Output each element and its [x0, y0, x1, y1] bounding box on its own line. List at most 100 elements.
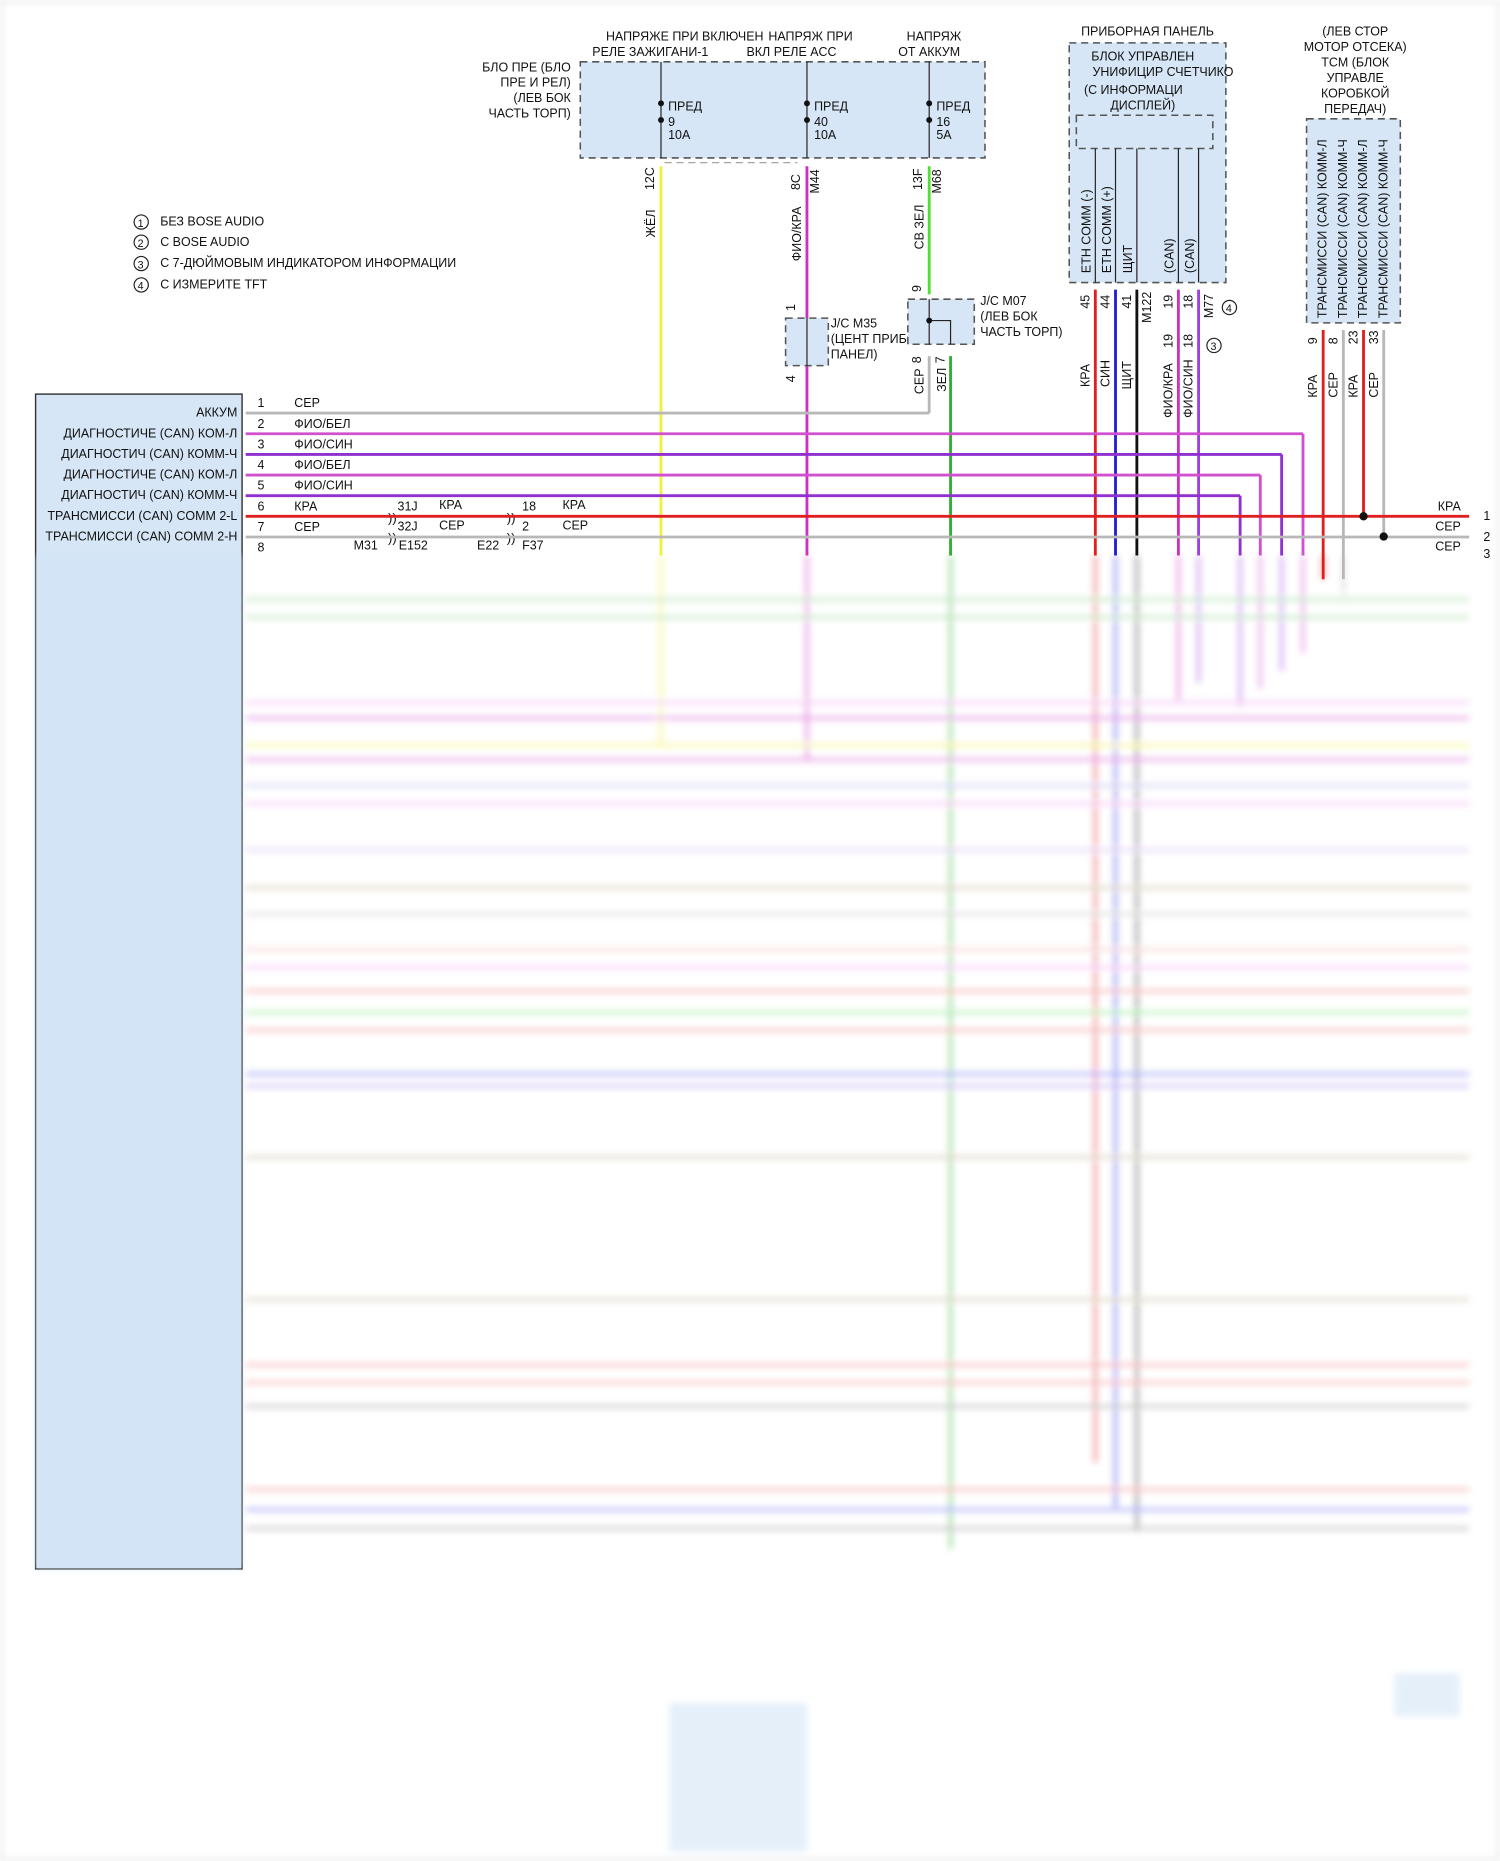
- svg-text:ФИО/КРА: ФИО/КРА: [1161, 363, 1175, 418]
- svg-text:БЛОК УПРАВЛЕН: БЛОК УПРАВЛЕН: [1091, 50, 1194, 64]
- svg-text:40: 40: [814, 115, 828, 129]
- svg-text:СВ ЗЕЛ: СВ ЗЕЛ: [912, 205, 926, 250]
- cluster-pin: ETH COMM (-) 45 КРА: [1078, 148, 1097, 556]
- svg-text:23: 23: [1347, 330, 1361, 344]
- svg-text:4: 4: [258, 458, 265, 472]
- svg-text:44: 44: [1099, 295, 1113, 309]
- svg-text:8C: 8C: [789, 174, 803, 190]
- svg-text:КРА: КРА: [1347, 374, 1361, 398]
- svg-text:АККУМ: АККУМ: [196, 406, 237, 420]
- svg-text:4: 4: [784, 375, 798, 382]
- svg-text:M68: M68: [930, 169, 944, 193]
- svg-text:УНИФИЦИР СЧЕТЧИКО: УНИФИЦИР СЧЕТЧИКО: [1092, 65, 1233, 79]
- svg-text:3: 3: [1483, 547, 1490, 561]
- svg-text:ЧАСТЬ ТОРП): ЧАСТЬ ТОРП): [489, 107, 571, 121]
- svg-text:(ЛЕВ БОК: (ЛЕВ БОК: [980, 310, 1038, 324]
- svg-text:СИН: СИН: [1099, 360, 1113, 387]
- cluster-pin: (CAN) 19 ФИО/КРА: [1161, 148, 1180, 556]
- svg-text:(CAN): (CAN): [1163, 238, 1177, 273]
- tcm: (ЛЕВ СТОР МОТОР ОТСЕКА) TCM (БЛОК УПРАВЛ…: [1304, 25, 1407, 580]
- svg-text:КРА: КРА: [1078, 363, 1092, 387]
- svg-text:8: 8: [258, 541, 265, 555]
- instrument-cluster: ПРИБОРНАЯ ПАНЕЛЬ БЛОК УПРАВЛЕН УНИФИЦИР …: [1068, 25, 1238, 556]
- svg-text:9: 9: [910, 285, 924, 292]
- svg-text:E152: E152: [399, 539, 428, 553]
- svg-text:18: 18: [522, 499, 536, 513]
- svg-text:M44: M44: [808, 169, 822, 193]
- svg-text:ETH COMM (-): ETH COMM (-): [1080, 189, 1094, 273]
- svg-text:16: 16: [936, 115, 950, 129]
- dlc-row: 8: [258, 541, 265, 555]
- svg-text:(ЛЕВ СТОР: (ЛЕВ СТОР: [1322, 25, 1388, 39]
- svg-text:ЩИТ: ЩИТ: [1120, 361, 1134, 390]
- svg-text:КРА: КРА: [563, 498, 587, 512]
- tcm-pin: ТРАНСМИССИ (CAN) КОММ-Л 23 КРА: [1347, 139, 1370, 517]
- svg-text:31J: 31J: [398, 499, 418, 513]
- svg-text:КРА: КРА: [439, 498, 463, 512]
- svg-text:КРА: КРА: [294, 499, 318, 513]
- svg-text:КРА: КРА: [1438, 499, 1462, 513]
- svg-text:ДИАГНОСТИЧ (CAN) КОММ-Ч: ДИАГНОСТИЧ (CAN) КОММ-Ч: [61, 488, 237, 502]
- svg-text:ФИО/КРА: ФИО/КРА: [790, 206, 804, 261]
- svg-text:ПРЕД: ПРЕД: [668, 99, 703, 113]
- svg-text:ПРЕ И РЕЛ): ПРЕ И РЕЛ): [500, 76, 570, 90]
- svg-text:7: 7: [934, 356, 948, 363]
- svg-text:9: 9: [668, 115, 675, 129]
- svg-text:ТРАНСМИССИ (CAN) КОММ-Ч: ТРАНСМИССИ (CAN) КОММ-Ч: [1336, 139, 1350, 318]
- cluster-pin: ETH COMM (+) 44 СИН: [1099, 148, 1117, 556]
- dlc-row: ДИАГНОСТИЧ (CAN) КОММ-Ч 3 ФИО/СИН: [61, 437, 353, 460]
- svg-text:ЖЁЛ: ЖЁЛ: [644, 209, 658, 237]
- splice-dot: [1359, 512, 1368, 521]
- svg-text:РЕЛЕ ЗАЖИГАНИ-1: РЕЛЕ ЗАЖИГАНИ-1: [592, 45, 708, 59]
- svg-text:ФИО/БЕЛ: ФИО/БЕЛ: [294, 417, 350, 431]
- svg-text:КРА: КРА: [1306, 374, 1320, 398]
- svg-text:(CAN): (CAN): [1183, 238, 1197, 273]
- dlc-row: ДИАГНОСТИЧ (CAN) КОММ-Ч 5 ФИО/СИН: [61, 479, 353, 502]
- svg-text:)): )): [388, 510, 397, 525]
- right-pins: КРА СЕР СЕР 1 2 3: [1435, 499, 1490, 560]
- svg-text:СЕР: СЕР: [912, 368, 926, 394]
- svg-text:ДИАГНОСТИЧЕ (CAN) КОМ-Л: ДИАГНОСТИЧЕ (CAN) КОМ-Л: [63, 426, 237, 440]
- svg-text:M31: M31: [354, 539, 378, 553]
- svg-text:ФИО/СИН: ФИО/СИН: [1182, 359, 1196, 418]
- svg-text:10A: 10A: [668, 128, 691, 142]
- svg-text:ПРЕД: ПРЕД: [814, 99, 849, 113]
- svg-text:45: 45: [1078, 295, 1092, 309]
- svg-text:ЗЕЛ: ЗЕЛ: [935, 368, 949, 392]
- svg-text:2: 2: [522, 520, 529, 534]
- svg-text:ETH COMM (+): ETH COMM (+): [1100, 186, 1114, 273]
- svg-text:2: 2: [1483, 530, 1490, 544]
- svg-text:СЕР: СЕР: [1326, 372, 1340, 398]
- svg-text:СЕР: СЕР: [294, 520, 320, 534]
- svg-text:)): )): [507, 510, 516, 525]
- data-link-connector: АККУМ 1 СЕР ДИАГНОСТИЧЕ (CAN) КОМ-Л 2 ФИО/БЕЛ…: [34, 393, 1490, 1570]
- svg-text:ТРАНСМИССИ (CAN) КОММ-Ч: ТРАНСМИССИ (CAN) КОММ-Ч: [1376, 139, 1390, 318]
- svg-text:10A: 10A: [814, 128, 837, 142]
- svg-text:ВКЛ РЕЛЕ ACC: ВКЛ РЕЛЕ ACC: [747, 45, 837, 59]
- svg-text:1: 1: [258, 396, 265, 410]
- legend-text: С 7-ДЮЙМОВЫМ ИНДИКАТОРОМ ИНФОРМАЦИИ: [160, 255, 456, 270]
- svg-text:J/C M35: J/C M35: [831, 317, 877, 331]
- svg-text:M77: M77: [1202, 294, 1216, 318]
- svg-text:ТРАНСМИССИ (CAN) COMM 2-H: ТРАНСМИССИ (CAN) COMM 2-H: [45, 530, 237, 544]
- svg-text:СЕР: СЕР: [439, 518, 465, 532]
- svg-text:ТРАНСМИССИ (CAN) КОММ-Л: ТРАНСМИССИ (CAN) КОММ-Л: [1356, 139, 1370, 318]
- svg-text:5: 5: [258, 479, 265, 493]
- svg-text:E22: E22: [477, 539, 499, 553]
- svg-text:ОТ АККУМ: ОТ АККУМ: [898, 45, 960, 59]
- svg-text:7: 7: [258, 520, 265, 534]
- legend-item: 2 С BOSE AUDIO: [133, 234, 250, 250]
- legend-item: 4 С ИЗМЕРИТЕ TFT: [133, 277, 268, 293]
- tcm-pin: ТРАНСМИССИ (CAN) КОММ-Ч 33 СЕР: [1367, 139, 1390, 537]
- legend-text: С BOSE AUDIO: [160, 235, 250, 249]
- svg-text:БЛО ПРЕ (БЛО: БЛО ПРЕ (БЛО: [482, 60, 571, 74]
- svg-text:СЕР: СЕР: [563, 518, 589, 532]
- svg-text:33: 33: [1367, 330, 1381, 344]
- svg-text:1: 1: [1483, 509, 1490, 523]
- svg-text:8: 8: [1326, 337, 1340, 344]
- svg-text:19: 19: [1161, 295, 1175, 309]
